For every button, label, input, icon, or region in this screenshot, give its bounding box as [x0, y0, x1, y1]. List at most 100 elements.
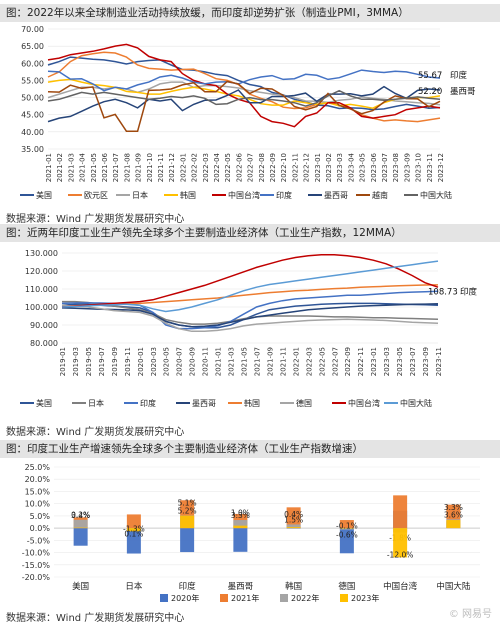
x-category-label: 印度	[179, 581, 197, 592]
x-tick-label: 2021-09	[266, 347, 274, 376]
x-tick-label: 2022-09	[269, 153, 277, 182]
y-tick-label: 65.00	[21, 42, 44, 51]
x-tick-label: 2022-03	[202, 153, 210, 182]
y-tick-label: 25.0%	[25, 463, 51, 472]
legend-label: 韩国	[244, 398, 260, 408]
x-tick-label: 2021-10	[146, 153, 154, 182]
series-line-6	[47, 85, 441, 123]
x-tick-label: 2022-07	[247, 153, 255, 182]
x-tick-label: 2021-12	[168, 153, 176, 182]
x-tick-label: 2022-11	[291, 153, 299, 182]
x-tick-label: 2021-07	[253, 347, 261, 376]
x-tick-label: 2022-03	[305, 347, 313, 376]
x-tick-label: 2023-11	[426, 153, 434, 182]
legend-label: 2023年	[351, 593, 379, 603]
bar-data-label: 3.3%	[231, 511, 250, 520]
y-tick-label: -15.0%	[22, 561, 51, 570]
series-line-6	[61, 254, 439, 308]
y-tick-label: 110.000	[25, 285, 58, 294]
x-tick-label: 2021-08	[123, 153, 131, 182]
legend-label: 2020年	[171, 593, 199, 603]
y-tick-label: -20.0%	[22, 573, 51, 582]
x-tick-label: 2022-12	[303, 153, 311, 182]
chart1-source: 数据来源：Wind 广发期货发展研究中心	[6, 214, 185, 225]
legend-swatch	[160, 594, 168, 602]
x-tick-label: 2019-03	[72, 347, 80, 376]
x-tick-label: 2022-10	[280, 153, 288, 182]
x-tick-label: 2021-03	[228, 347, 236, 376]
x-tick-label: 2023-10	[415, 153, 423, 182]
x-tick-label: 2020-09	[189, 347, 197, 376]
x-tick-label: 2021-06	[101, 152, 109, 182]
y-tick-label: 0.0%	[30, 524, 51, 533]
x-tick-label: 2020-11	[202, 347, 210, 376]
chart2-industrial-index-line-chart: 80.000 90.000 100.000 110.000 120.000 130.000…	[20, 249, 478, 408]
bar-data-label: 3.6%	[444, 510, 463, 519]
x-tick-label: 2020-05	[163, 347, 171, 376]
x-category-label: 美国	[72, 581, 89, 592]
bar-3	[126, 528, 141, 532]
bar-2	[233, 520, 248, 529]
x-tick-label: 2020-03	[150, 347, 158, 376]
y-tick-label: 120.000	[25, 267, 58, 276]
x-tick-label: 2022-04	[213, 152, 221, 182]
y-tick-label: 5.0%	[30, 512, 51, 521]
y-tick-label: 70.00	[21, 25, 44, 34]
legend-label: 越南	[372, 190, 388, 200]
x-tick-label: 2022-01	[292, 347, 300, 376]
legend-swatch	[340, 594, 348, 602]
y-tick-label: 10.0%	[25, 500, 51, 509]
x-tick-label: 2021-09	[135, 153, 143, 182]
x-tick-label: 2023-03	[336, 153, 344, 182]
legend-label: 中国大陆	[400, 398, 432, 408]
bar-3	[233, 525, 248, 529]
bar-data-label: 0.2%	[71, 511, 90, 520]
annotation-value: 52.20	[418, 87, 442, 97]
x-tick-label: 2021-05	[241, 347, 249, 376]
series-line-3	[47, 78, 441, 109]
bar-3	[180, 515, 195, 529]
series-line-8	[47, 89, 441, 107]
bar-data-label: 3.4%	[71, 511, 90, 520]
x-tick-label: 2019-01	[59, 347, 67, 376]
legend-label: 印度	[140, 398, 156, 408]
series-line-3	[61, 303, 439, 328]
annotation-label: 印度	[460, 286, 478, 297]
x-tick-label: 2021-11	[157, 153, 165, 182]
x-tick-label: 2023-02	[325, 153, 333, 182]
y-tick-label: 100.000	[25, 303, 58, 312]
x-tick-label: 2023-03	[383, 347, 391, 376]
legend-label: 2021年	[231, 593, 259, 603]
bar-3	[286, 527, 301, 529]
x-tick-label: 2019-11	[124, 347, 132, 376]
x-tick-label: 2022-07	[331, 347, 339, 376]
bar-1	[339, 520, 354, 529]
legend-label: 2022年	[291, 593, 319, 603]
bar-data-label: 3.3%	[444, 503, 463, 512]
x-tick-label: 2022-05	[318, 347, 326, 376]
legend-label: 墨西哥	[192, 399, 216, 408]
x-tick-label: 2023-11	[435, 347, 443, 376]
chart1-pmi-line-chart: 35.00 40.00 45.00 50.00 55.00 60.00 65.00 70.00…	[20, 25, 476, 200]
bar-3	[339, 528, 354, 529]
x-tick-label: 2020-07	[176, 347, 184, 376]
bar-data-label: 1.5%	[284, 515, 303, 524]
watermark: © 网易号	[448, 609, 492, 620]
chart3-growth-bar-chart: -20.0% -15.0% -10.0% -5.0% 0.0% 5.0% 10.0% 15.0…	[22, 463, 480, 603]
x-tick-label: 2023-05	[359, 153, 367, 182]
bar-data-label: -0.1%	[336, 521, 358, 530]
y-tick-label: 90.000	[30, 321, 58, 330]
x-tick-label: 2020-01	[137, 347, 145, 376]
y-tick-label: 40.00	[21, 128, 44, 137]
legend-label: 德国	[296, 398, 312, 408]
legend-label: 中国台湾	[348, 398, 380, 408]
bar-2	[339, 528, 354, 530]
x-category-label: 中国大陆	[436, 581, 471, 592]
bar-1	[393, 495, 408, 529]
x-tick-label: 2022-06	[235, 152, 243, 182]
chart3-source: 数据来源：Wind 广发期货发展研究中心	[6, 613, 185, 624]
bar-0	[180, 528, 195, 553]
x-tick-label: 2023-09	[422, 347, 430, 376]
y-tick-label: 20.0%	[25, 475, 51, 484]
x-tick-label: 2021-01	[215, 347, 223, 376]
